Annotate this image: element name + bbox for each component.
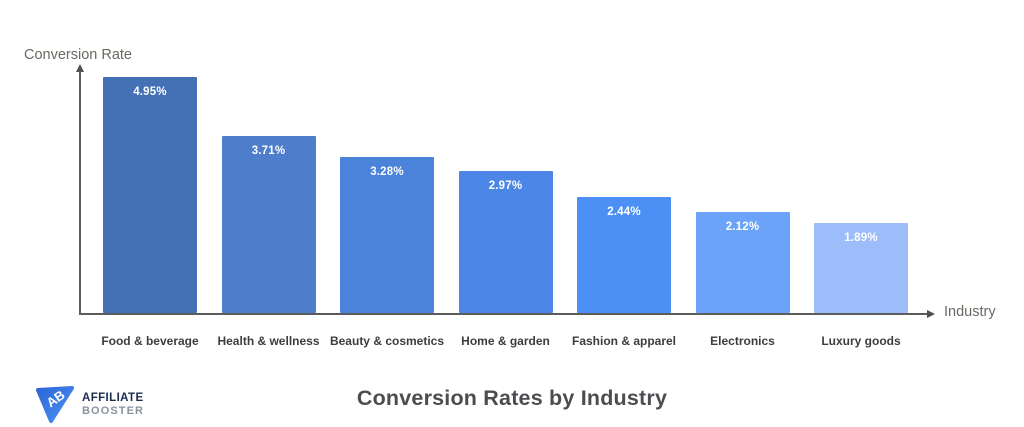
category-label-home-garden: Home & garden bbox=[461, 334, 550, 348]
logo-wordmark-affiliate: AFFILIATE bbox=[82, 391, 144, 404]
bar-value-label: 3.71% bbox=[251, 145, 286, 157]
bar-home-garden: 2.97% bbox=[458, 171, 553, 313]
category-label-beauty-cosmetics: Beauty & cosmetics bbox=[329, 334, 445, 348]
y-axis-arrow-icon bbox=[76, 64, 84, 72]
bar-value-label: 3.28% bbox=[370, 166, 404, 178]
logo-icon: AB bbox=[36, 386, 74, 423]
y-axis-label: Conversion Rate bbox=[24, 47, 132, 63]
y-axis-line bbox=[79, 71, 81, 313]
bar-fashion-apparel: 2.44% bbox=[577, 197, 671, 313]
category-label-luxury-goods: Luxury goods bbox=[821, 334, 901, 348]
bar-electronics: 2.12% bbox=[695, 212, 790, 313]
bar-food-beverage: 4.95% bbox=[103, 77, 197, 313]
x-axis-arrow-icon bbox=[927, 310, 935, 318]
affiliate-booster-logo: AB AFFILIATE BOOSTER bbox=[35, 386, 144, 423]
x-axis-line bbox=[79, 313, 929, 315]
category-label-electronics: Electronics bbox=[710, 334, 775, 348]
category-label-fashion-apparel: Fashion & apparel bbox=[571, 334, 677, 348]
category-label-health-wellness: Health & wellness bbox=[217, 334, 320, 348]
bar-health-wellness: 3.71% bbox=[221, 136, 316, 313]
bar-value-label: 1.89% bbox=[844, 232, 878, 244]
bar-beauty-cosmetics: 3.28% bbox=[340, 157, 434, 313]
bar-luxury-goods: 1.89% bbox=[814, 223, 908, 313]
chart-title: Conversion Rates by Industry bbox=[356, 386, 668, 410]
bar-value-label: 2.97% bbox=[488, 180, 523, 192]
bar-value-label: 2.44% bbox=[607, 206, 641, 218]
category-label-food-beverage: Food & beverage bbox=[101, 334, 199, 348]
logo-wordmark-booster: BOOSTER bbox=[82, 404, 145, 417]
bar-value-label: 4.95% bbox=[133, 86, 167, 98]
logo-text: AFFILIATE BOOSTER bbox=[82, 392, 144, 418]
x-axis-label: Industry bbox=[944, 304, 996, 320]
bar-value-label: 2.12% bbox=[725, 221, 760, 233]
